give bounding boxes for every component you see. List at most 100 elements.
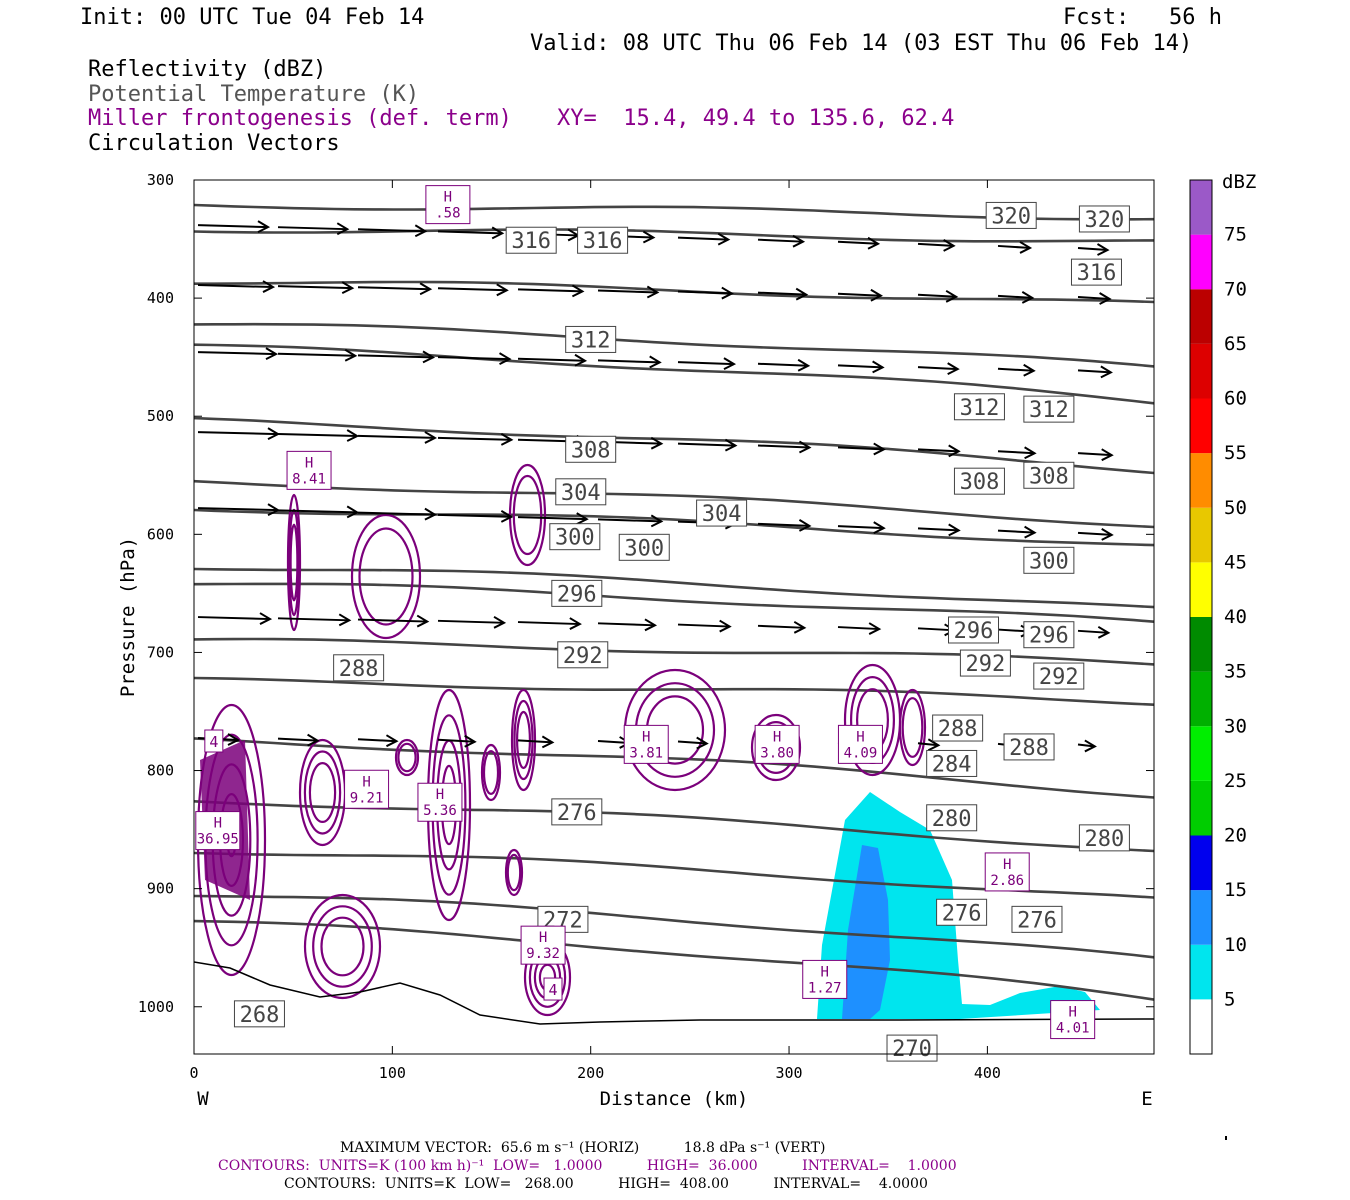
colorbar-tick-label: 45 [1224,551,1247,573]
vector-arrow [357,738,397,743]
vector-arrowhead [948,523,961,537]
fronto-max-letter: H [214,816,222,832]
theta-label-text: 288 [938,717,978,742]
theta-label: 316 [1070,258,1122,286]
theta-contour [194,582,1154,623]
theta-label-box [1023,546,1075,574]
fronto-contour [350,513,422,640]
theta-label-box [936,898,988,926]
fronto-max-label: H3.81 [623,724,669,764]
theta-label: 320 [985,201,1037,229]
vector-arrow [837,292,881,297]
vector-arrow [837,240,879,245]
theta-contour [194,737,1154,799]
vector-arrowhead [424,431,437,444]
colorbar-frame [1189,179,1213,1055]
fronto-contour [512,474,543,556]
vector-arrowhead [346,505,360,519]
vector-arrow [277,285,353,290]
colorbar-tick-label: 60 [1224,388,1247,410]
y-tick-label: 900 [147,880,174,898]
theta-label-box [1003,733,1055,761]
vector-arrow [277,433,358,438]
theta-label-text: 312 [1029,398,1069,423]
colorbar-bin [1190,617,1212,672]
colorbar-bin [1190,780,1212,836]
fronto-max-box [754,724,800,764]
theta-label-box [959,649,1011,677]
vector-arrowhead [872,360,885,374]
theta-contour [194,228,1154,243]
theta-label-text: 316 [1077,261,1117,286]
vector-arrow [917,242,954,247]
fronto-max-box [984,852,1030,892]
vector-arrow [1077,369,1111,374]
theta-label: 308 [1023,461,1075,489]
theta-label: 288 [932,714,984,742]
fronto-small-label: 4 [543,977,563,1001]
theta-label-text: 312 [960,396,1000,421]
fronto-contour [303,750,342,835]
fronto-contour [898,688,927,767]
colorbar-tick-label: 10 [1224,934,1247,956]
colorbar-tick-label: 35 [1224,661,1247,683]
vector-arrowhead [724,438,738,452]
theta-label-box [565,435,617,463]
vector-arrow [837,446,884,451]
theta-label: 300 [1023,546,1075,574]
vector-arrowhead [868,622,882,635]
colorbar-bin [1190,453,1212,508]
theta-label-box [1023,395,1075,423]
vector-arrow [677,361,734,366]
theta-label-box [1011,905,1063,933]
theta-label-text: 300 [624,536,664,561]
vector-arrowhead [867,236,881,250]
vector-arrowhead [943,238,956,252]
theta-label-box [505,226,557,254]
fronto-max-value: 5.36 [423,803,457,819]
vector-arrow [1077,295,1110,300]
theta-label-text: 276 [1017,908,1057,933]
colorbar-tick-label: 55 [1224,442,1247,464]
fronto-contour [482,749,500,795]
fronto-max-letter: H [642,729,650,745]
fronto-max-label: H2.86 [984,852,1030,892]
fronto-max-value: .58 [435,206,460,222]
fronto-max-letter: H [436,787,444,803]
fronto-max-box [417,782,463,822]
theta-label-text: 276 [942,901,982,926]
fronto-max-label: H9.32 [520,925,566,965]
fronto-max-box [837,724,883,764]
x-tick-label: 0 [189,1064,198,1082]
field-frontogenesis: Miller frontogenesis (def. term) [88,106,512,131]
vector-arrow [197,616,271,621]
vector-arrowhead [927,738,941,752]
vector-arrow [197,351,277,356]
theta-contour [194,479,1154,529]
vector-arrowhead [344,348,358,362]
y-tick-label: 500 [147,407,174,425]
theta-label-box [577,226,629,254]
vector-arrowhead [696,736,709,750]
theta-label: 280 [926,804,978,832]
theta-label-box [565,325,617,353]
vector-arrow [1077,247,1108,252]
theta-label-text: 276 [557,801,597,826]
vector-arrowhead [1024,446,1037,460]
colorbar-bin [1190,890,1212,945]
vector-arrow [757,291,807,296]
theta-label-text: 268 [240,1003,280,1028]
vector-arrow [837,525,884,530]
fronto-max-label: H.58 [425,185,471,225]
fronto-max-letter: H [773,729,781,745]
vector-arrow [757,522,810,527]
vector-arrowhead [947,362,960,375]
fronto-contour [901,697,924,758]
vector-arrow [597,518,662,523]
vector-arrowhead [1021,291,1035,304]
vector-arrowhead [500,432,514,446]
vector-arrow [837,626,880,631]
theta-label: 288 [1003,733,1055,761]
east-label: E [1141,1088,1152,1110]
